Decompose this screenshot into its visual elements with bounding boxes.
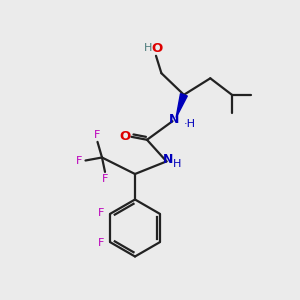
Text: F: F xyxy=(102,173,108,184)
Text: F: F xyxy=(76,155,82,166)
Text: N: N xyxy=(169,113,179,126)
Text: ·H: ·H xyxy=(184,118,196,129)
Text: H: H xyxy=(173,159,181,170)
Text: F: F xyxy=(98,238,104,248)
Text: F: F xyxy=(98,208,104,218)
Polygon shape xyxy=(176,94,187,118)
Text: F: F xyxy=(94,130,100,140)
Text: O: O xyxy=(152,42,163,55)
Text: H: H xyxy=(143,43,152,53)
Text: O: O xyxy=(119,130,130,143)
Text: N: N xyxy=(163,153,173,167)
